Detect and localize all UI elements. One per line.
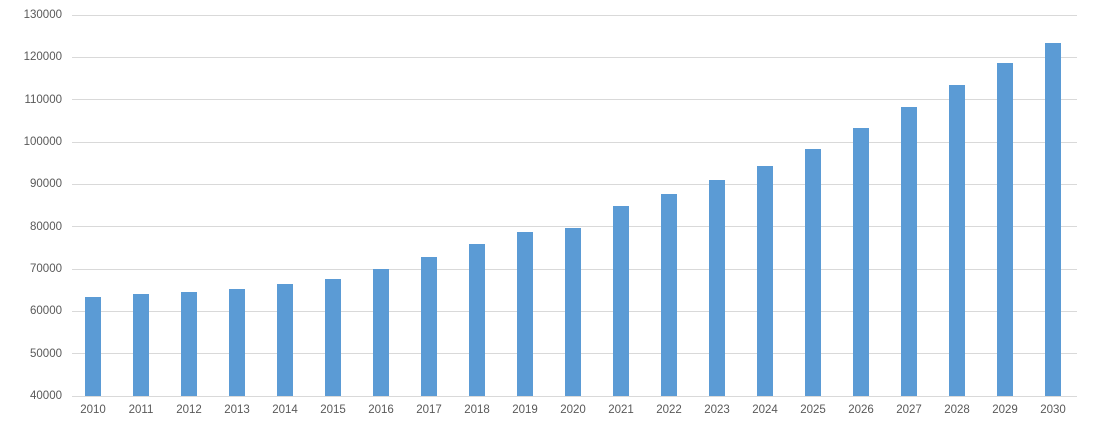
bar-2024 <box>757 165 773 396</box>
y-tick-label-90000: 90000 <box>30 178 62 191</box>
bar-2030 <box>1045 42 1061 396</box>
bar-2025 <box>805 148 821 396</box>
bar-2018 <box>469 244 485 396</box>
y-tick-label-110000: 110000 <box>24 93 62 106</box>
bar-2010 <box>85 296 101 396</box>
bar-2029 <box>997 62 1013 396</box>
bar-2013 <box>229 289 245 396</box>
gridline-130000 <box>72 14 1077 16</box>
bar-2014 <box>277 284 293 396</box>
bar-2016 <box>373 269 389 396</box>
x-tick-label-2030: 2030 <box>1040 404 1066 416</box>
y-tick-label-130000: 130000 <box>23 9 62 21</box>
y-tick-label-120000: 120000 <box>23 51 62 64</box>
gridline-40000 <box>72 395 1077 397</box>
bar-2020 <box>565 228 581 396</box>
bar-2026 <box>853 128 869 396</box>
bar-2023 <box>709 180 725 396</box>
gridline-100000 <box>72 141 1077 143</box>
x-tick-label-2029: 2029 <box>992 404 1018 416</box>
y-tick-label-50000: 50000 <box>30 347 62 360</box>
y-tick-label-100000: 100000 <box>23 136 62 148</box>
x-tick-label-2018: 2018 <box>464 404 490 416</box>
y-tick-label-70000: 70000 <box>30 263 62 275</box>
y-tick-label-40000: 40000 <box>30 390 62 402</box>
gridline-110000 <box>72 99 1077 101</box>
bar-2017 <box>421 257 437 396</box>
bar-2021 <box>613 205 629 396</box>
x-tick-label-2017: 2017 <box>416 404 442 416</box>
x-tick-label-2024: 2024 <box>752 404 778 416</box>
y-tick-label-80000: 80000 <box>30 220 62 233</box>
x-tick-label-2014: 2014 <box>272 404 298 416</box>
y-tick-label-60000: 60000 <box>30 305 62 318</box>
x-tick-label-2011: 2011 <box>128 404 154 416</box>
x-tick-label-2021: 2021 <box>608 404 634 416</box>
bar-2028 <box>949 85 965 396</box>
x-tick-label-2022: 2022 <box>656 404 682 416</box>
bar-2019 <box>517 231 533 396</box>
x-tick-label-2012: 2012 <box>176 404 202 416</box>
x-tick-label-2019: 2019 <box>512 404 538 416</box>
x-tick-label-2010: 2010 <box>80 404 106 416</box>
x-tick-label-2027: 2027 <box>896 404 922 416</box>
bar-2012 <box>181 291 197 396</box>
x-tick-label-2015: 2015 <box>320 404 346 416</box>
gridline-120000 <box>72 56 1077 58</box>
x-tick-label-2028: 2028 <box>944 404 970 416</box>
bar-2011 <box>133 294 149 396</box>
x-tick-label-2023: 2023 <box>704 404 730 416</box>
x-tick-label-2025: 2025 <box>800 404 826 416</box>
x-tick-label-2020: 2020 <box>560 404 586 416</box>
bar-2015 <box>325 278 341 396</box>
gridline-80000 <box>72 226 1077 228</box>
gridline-90000 <box>72 183 1077 185</box>
x-tick-label-2026: 2026 <box>848 404 874 416</box>
x-tick-label-2013: 2013 <box>224 404 250 416</box>
bar-2022 <box>661 193 677 396</box>
bar-2027 <box>901 107 917 396</box>
x-tick-label-2016: 2016 <box>368 404 394 416</box>
